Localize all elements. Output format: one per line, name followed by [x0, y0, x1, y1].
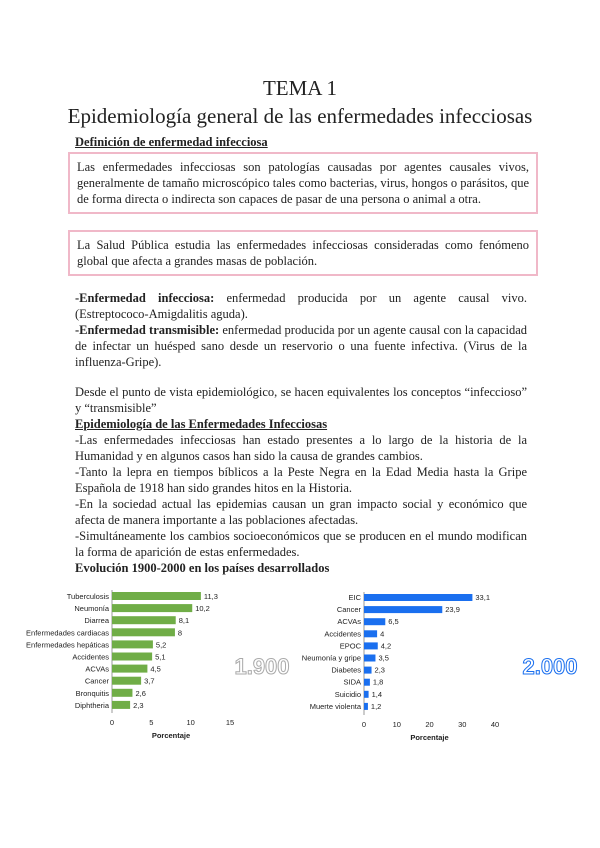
x-axis-label: Porcentaje [152, 731, 190, 740]
section-heading: Evolución 1900-2000 en los países desarr… [75, 561, 330, 575]
bar [112, 640, 153, 649]
bar [364, 654, 376, 662]
bar [112, 676, 142, 685]
paragraph: Desde el punto de vista epidemiológico, … [75, 385, 527, 415]
page-title: TEMA 1 [262, 76, 338, 100]
category-label: Suicidio [335, 690, 361, 699]
bar [112, 700, 131, 709]
category-label: Cancer [337, 605, 362, 614]
charts-row: 1.900 Tuberculosis 11,3 Neumonía 10,2 Diarrea… [0, 584, 600, 749]
definition-infecciosa: -Enfermedad infecciosa: enfermedad produ… [75, 290, 527, 322]
category-label: Enfermedades cardiacas [26, 628, 109, 637]
data-label: 4,2 [381, 641, 391, 650]
definition-box: Las enfermedades infecciosas son patolog… [68, 152, 538, 214]
bar [112, 604, 193, 613]
bullet: -Simultáneamente los cambios socioeconóm… [75, 529, 527, 559]
term: -Enfermedad transmisible: [75, 323, 220, 337]
data-label: 11,3 [204, 592, 218, 601]
bar [364, 678, 370, 686]
bar [364, 642, 378, 650]
x-tick-label: 10 [393, 720, 401, 729]
data-label: 2,3 [133, 701, 143, 710]
x-axis-label: Porcentaje [410, 733, 448, 742]
section-heading: Definición de enfermedad infecciosa [75, 135, 268, 149]
data-label: 2,3 [375, 666, 385, 675]
data-label: 8 [178, 628, 182, 637]
bullet: -Tanto la lepra en tiempos bíblicos a la… [75, 465, 527, 495]
year-watermark: 1.900 [234, 654, 289, 679]
data-label: 1,2 [371, 702, 381, 711]
data-label: 5,2 [156, 640, 166, 649]
category-label: Diphtheria [75, 701, 110, 710]
chart-1900: 1.900 Tuberculosis 11,3 Neumonía 10,2 Diarrea… [26, 590, 290, 740]
category-label: Accidentes [72, 653, 109, 662]
bullet: -Las enfermedades infecciosas han estado… [75, 433, 527, 463]
bar [364, 666, 372, 674]
data-label: 5,1 [155, 653, 165, 662]
data-label: 23,9 [445, 605, 460, 614]
definition-transmisible: -Enfermedad transmisible: enfermedad pro… [75, 322, 527, 370]
data-label: 4 [380, 629, 384, 638]
term: -Enfermedad infecciosa: [75, 291, 215, 305]
bar [364, 618, 386, 626]
category-label: EIC [348, 593, 361, 602]
bar [364, 630, 378, 638]
x-tick-label: 40 [491, 720, 499, 729]
data-label: 33,1 [475, 593, 490, 602]
x-tick-label: 0 [110, 718, 114, 727]
chart-2000: 2.000 EIC 33,1 Cancer 23,9 ACVAs 6,5 Accidentes… [302, 592, 578, 742]
bar [112, 664, 148, 673]
category-label: SIDA [343, 678, 361, 687]
text: enfermedad producida por un agente causa… [75, 323, 527, 369]
x-tick-label: 10 [186, 718, 194, 727]
text: enfermedad producida por un agente causa… [75, 291, 527, 321]
data-label: 6,5 [388, 617, 398, 626]
bar [112, 616, 176, 625]
data-label: 10,2 [195, 604, 210, 613]
category-label: ACVAs [337, 617, 361, 626]
category-label: Neumonía y gripe [302, 654, 361, 663]
data-label: 2,6 [135, 689, 145, 698]
bar [112, 652, 153, 661]
data-label: 1,8 [373, 678, 383, 687]
x-tick-label: 30 [458, 720, 466, 729]
category-label: Enfermedades hepáticas [26, 640, 109, 649]
category-label: Cancer [85, 677, 110, 686]
data-label: 3,7 [144, 677, 154, 686]
x-tick-label: 5 [149, 718, 153, 727]
category-label: Accidentes [324, 629, 361, 638]
category-label: Muerte violenta [310, 702, 362, 711]
section-heading: Epidemiología de las Enfermedades Infecc… [75, 417, 328, 431]
x-tick-label: 15 [226, 718, 234, 727]
data-label: 8,1 [179, 616, 189, 625]
category-label: Diabetes [331, 666, 361, 675]
bar [112, 628, 175, 637]
data-label: 1,4 [372, 690, 382, 699]
category-label: ACVAs [85, 665, 109, 674]
bar [364, 702, 368, 710]
category-label: Bronquitis [76, 689, 110, 698]
x-tick-label: 20 [425, 720, 433, 729]
bar [364, 606, 443, 614]
page-subtitle: Epidemiología general de las enfermedade… [67, 104, 533, 128]
bullet: -En la sociedad actual las epidemias cau… [75, 497, 527, 527]
bar [364, 690, 369, 698]
public-health-box: La Salud Pública estudia las enfermedade… [68, 230, 538, 276]
category-label: Neumonía [74, 604, 109, 613]
category-label: Diarrea [84, 616, 109, 625]
header: TEMA 1 Epidemiología general de las enfe… [0, 0, 600, 130]
year-watermark: 2.000 [522, 654, 577, 679]
bar [112, 688, 133, 697]
x-tick-label: 0 [362, 720, 366, 729]
category-label: EPOC [340, 641, 362, 650]
body-text: Definición de enfermedad infecciosa Las … [68, 134, 538, 576]
bar [364, 594, 473, 601]
category-label: Tuberculosis [67, 592, 109, 601]
bar [112, 592, 201, 600]
data-label: 4,5 [150, 665, 160, 674]
data-label: 3,5 [378, 654, 388, 663]
